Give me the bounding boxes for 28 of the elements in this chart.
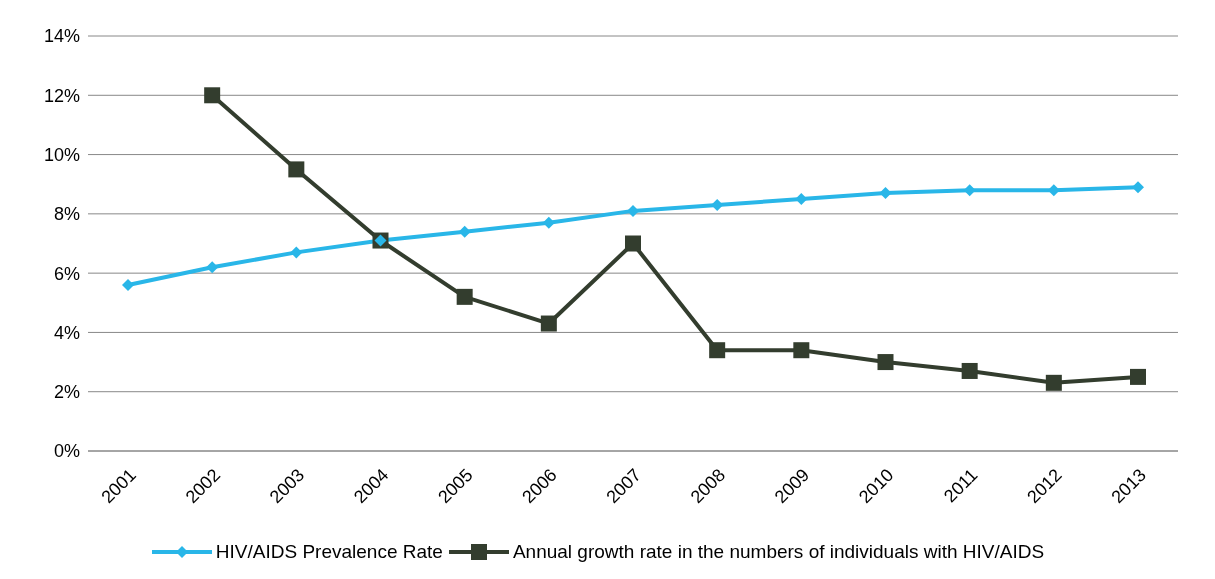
y-tick-label: 10% — [43, 144, 80, 165]
point — [1130, 368, 1146, 385]
y-tick-label: 14% — [43, 26, 80, 47]
point — [877, 354, 894, 371]
point — [1045, 374, 1062, 391]
y-tick-label: 0% — [53, 441, 80, 462]
point — [793, 342, 810, 359]
point — [961, 362, 978, 379]
point — [206, 261, 219, 274]
point — [542, 216, 555, 229]
point — [625, 235, 641, 252]
y-tick-label: 2% — [53, 382, 80, 403]
y-tick-label: 12% — [43, 85, 80, 106]
point — [627, 204, 639, 217]
y-tick-label: 4% — [53, 322, 80, 343]
legend-label: Annual growth rate in the numbers of individuals with HIV/AIDS — [511, 541, 1045, 563]
point — [122, 279, 134, 291]
point — [456, 288, 473, 305]
point — [288, 161, 305, 178]
y-tick-label: 6% — [53, 263, 80, 284]
y-tick-label: 8% — [53, 204, 80, 225]
point — [290, 246, 303, 259]
point — [458, 225, 471, 238]
point — [1132, 181, 1144, 194]
point — [709, 342, 726, 359]
point — [540, 315, 557, 332]
point — [204, 87, 221, 104]
legend-label: HIV/AIDS Prevalence Rate — [214, 541, 443, 563]
